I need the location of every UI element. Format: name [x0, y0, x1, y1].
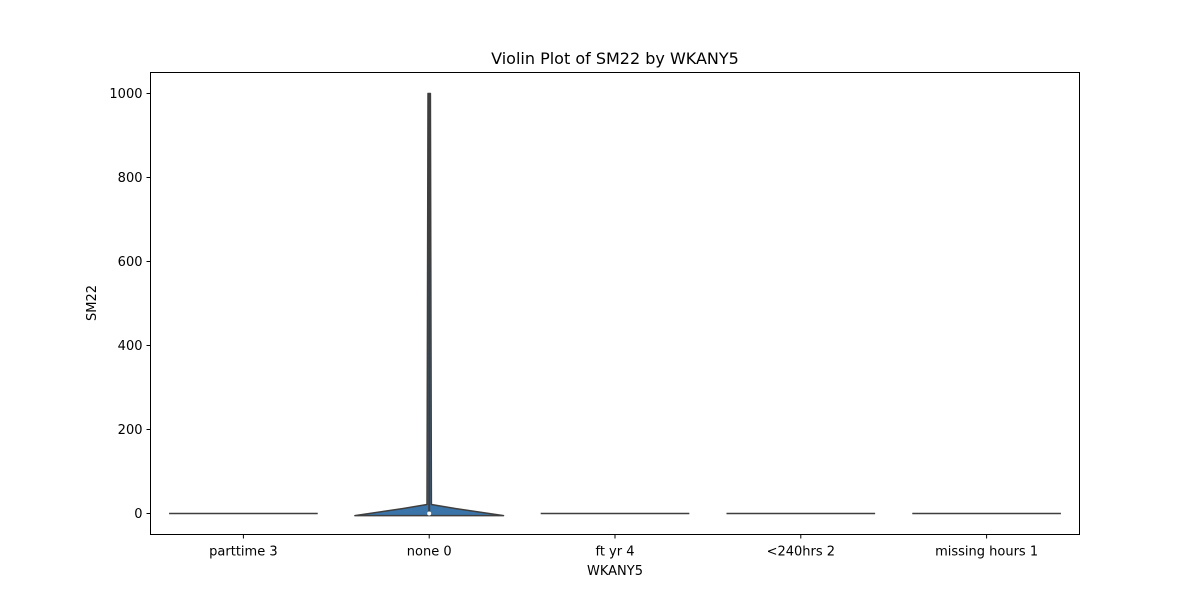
axes-frame — [150, 72, 1080, 535]
x-tick-label: ft yr 4 — [595, 545, 634, 560]
x-tick-label: parttime 3 — [209, 545, 277, 560]
x-tick-label: missing hours 1 — [935, 545, 1038, 560]
y-tick-label: 200 — [118, 423, 143, 438]
violin-median — [427, 511, 432, 516]
y-axis: 0 200 400 600 800 1000 — [109, 87, 151, 522]
y-tick-label: 600 — [118, 255, 143, 270]
y-axis-label: SM22 — [85, 285, 100, 321]
violin-2 — [354, 92, 505, 517]
plot-area — [169, 92, 1061, 517]
y-tick-label: 400 — [118, 339, 143, 354]
x-tick-label: <240hrs 2 — [767, 545, 835, 560]
x-axis: parttime 3 none 0 ft yr 4 <240hrs 2 missing … — [209, 534, 1038, 560]
y-tick-label: 1000 — [109, 87, 142, 102]
y-tick-label: 0 — [134, 507, 142, 522]
x-axis-label: WKANY5 — [587, 564, 643, 579]
x-tick-label: none 0 — [407, 545, 452, 560]
chart-title: Violin Plot of SM22 by WKANY5 — [491, 49, 739, 68]
y-tick-label: 800 — [118, 171, 143, 186]
